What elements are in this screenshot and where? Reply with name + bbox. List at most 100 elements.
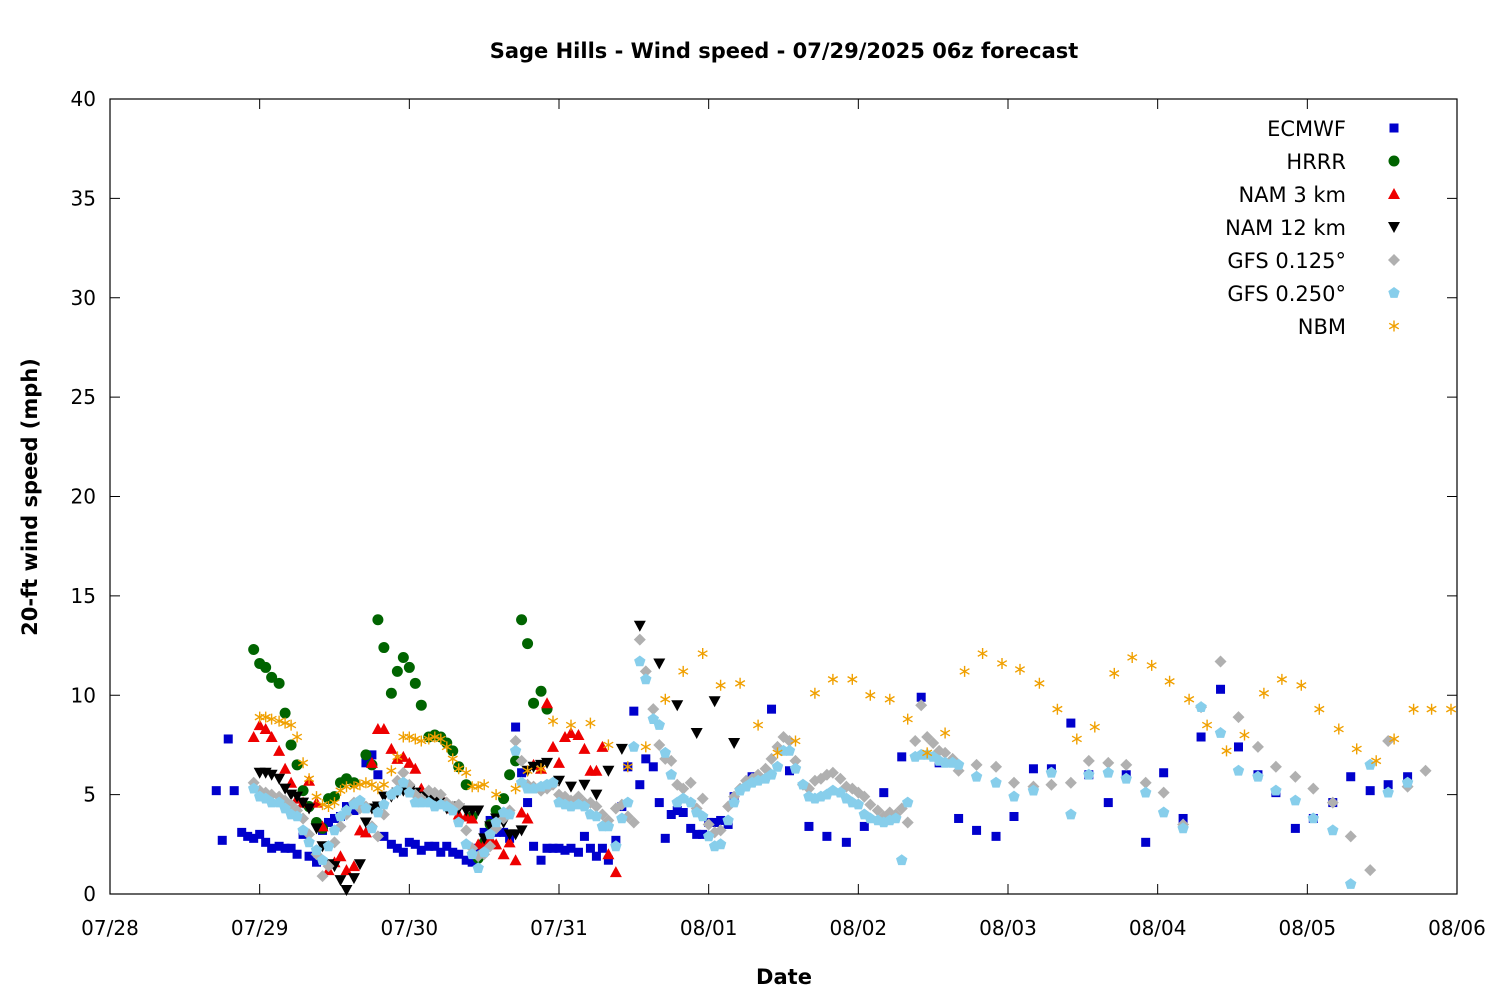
legend-marker [1389, 123, 1399, 133]
data-point [498, 793, 510, 805]
data-point [1221, 745, 1232, 757]
data-point [1326, 796, 1339, 809]
data-point [660, 693, 671, 705]
y-tick-label: 10 [71, 683, 96, 707]
data-point [448, 847, 458, 857]
data-point [386, 839, 396, 849]
data-point [317, 799, 328, 811]
data-point [1065, 808, 1077, 820]
data-point [1008, 790, 1020, 802]
data-point [553, 775, 565, 787]
data-point [466, 848, 478, 860]
data-point [722, 814, 734, 826]
data-point [373, 770, 383, 780]
data-point [767, 704, 777, 714]
data-point [279, 707, 291, 719]
data-point [340, 885, 353, 897]
data-point [1327, 824, 1339, 836]
data-point [864, 798, 877, 811]
data-point [497, 848, 510, 860]
data-point [386, 765, 397, 777]
data-point [1296, 679, 1307, 691]
data-point [1120, 758, 1133, 771]
data-point [304, 851, 314, 861]
data-point [1364, 864, 1377, 877]
data-point [954, 813, 964, 823]
data-point [666, 810, 676, 819]
data-point [454, 849, 464, 859]
data-point [316, 870, 329, 883]
data-point [460, 838, 472, 850]
data-point [460, 824, 473, 837]
data-point [479, 779, 490, 791]
data-point [585, 717, 596, 729]
data-point [515, 825, 528, 837]
data-point [274, 715, 285, 727]
data-point [447, 804, 459, 816]
data-point [1139, 776, 1152, 789]
x-tick-label: 08/01 [680, 916, 738, 940]
data-point [789, 762, 802, 774]
data-point [790, 735, 801, 747]
data-point [728, 737, 741, 749]
data-point [827, 673, 839, 685]
data-point [404, 731, 415, 743]
data-point [259, 723, 272, 735]
data-point [672, 806, 682, 816]
data-point [1251, 740, 1264, 753]
data-point [353, 859, 366, 871]
data-point [697, 810, 709, 822]
data-point [249, 833, 259, 843]
data-point [627, 816, 640, 829]
data-point [639, 665, 652, 678]
data-point [578, 779, 591, 791]
data-point [409, 677, 421, 689]
data-point [466, 812, 479, 824]
data-point [602, 765, 615, 777]
data-point [547, 715, 559, 727]
data-point [211, 786, 221, 796]
data-point [291, 810, 303, 822]
data-point [686, 823, 696, 833]
data-point [273, 744, 286, 756]
data-point [460, 779, 472, 791]
data-point [359, 817, 372, 829]
data-point [279, 802, 291, 814]
data-point [334, 875, 347, 887]
data-point [1383, 780, 1393, 790]
data-point [654, 798, 664, 808]
data-point [285, 719, 297, 731]
data-point [398, 731, 409, 743]
data-point [1419, 764, 1432, 777]
data-point [484, 828, 496, 840]
data-point [1258, 687, 1270, 699]
data-point [329, 797, 340, 809]
data-point [472, 862, 484, 873]
data-point [579, 831, 589, 841]
data-point [927, 736, 940, 749]
data-point [1102, 766, 1114, 778]
data-point [784, 766, 794, 776]
data-point [879, 788, 889, 798]
data-point [280, 843, 290, 853]
legend-marker [1388, 320, 1400, 332]
data-point [573, 847, 583, 857]
data-point [939, 746, 952, 759]
data-point [1289, 770, 1302, 783]
data-point [354, 779, 366, 791]
data-point [316, 854, 329, 866]
data-point [783, 734, 796, 747]
data-point [360, 777, 372, 789]
axis-ticks: 0 5 10 15 20 25 30 35 40 07/28 07/29 07/30 07/31 08/0… [71, 87, 1486, 940]
data-point [248, 644, 260, 656]
data-point [697, 648, 708, 659]
data-point [1232, 764, 1245, 776]
data-point [340, 864, 353, 876]
data-point [603, 739, 614, 751]
data-point [1270, 784, 1282, 796]
data-point [1027, 784, 1040, 796]
data-point [1083, 768, 1095, 780]
data-point [542, 843, 552, 853]
data-point [1157, 806, 1170, 818]
